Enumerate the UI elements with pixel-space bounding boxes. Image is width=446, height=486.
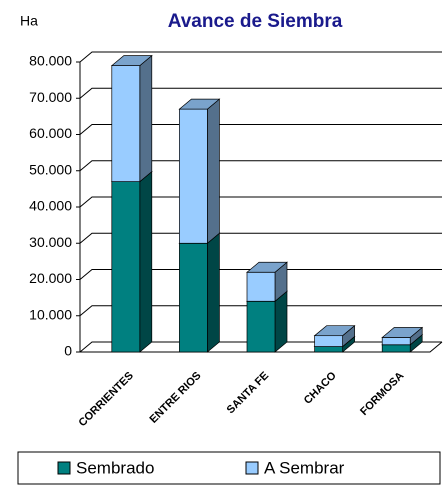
bar-top (178, 98, 221, 110)
bar-segment (110, 170, 153, 353)
bar-side (139, 170, 153, 353)
bar-top (110, 55, 153, 66)
y-tick-label: 80.000 (29, 53, 72, 69)
bar (111, 181, 141, 353)
bar (246, 271, 276, 302)
legend-label: A Sembrar (264, 458, 345, 477)
y-tick-label: 60.000 (29, 125, 72, 141)
bar (381, 337, 411, 346)
legend-swatch (57, 461, 71, 475)
grid-line (79, 160, 442, 172)
y-tick-label: 10.000 (29, 306, 72, 322)
bar (111, 65, 141, 182)
bar (246, 300, 276, 353)
y-tick-label: 30.000 (29, 234, 72, 250)
bar (314, 346, 343, 353)
y-tick-label: 70.000 (29, 89, 72, 105)
bar (381, 344, 411, 353)
grid-line (79, 124, 442, 135)
bar-segment (313, 324, 356, 348)
bar-segment (246, 261, 288, 302)
bar (314, 335, 343, 347)
grid-line (79, 87, 442, 99)
x-tick-label: ENTRE RIOS (148, 370, 204, 426)
bar-segment (246, 290, 288, 353)
y-tick-label: 20.000 (29, 270, 72, 286)
x-tick-label: CHACO (302, 369, 339, 406)
x-tick-label: CORRIENTES (76, 370, 135, 429)
bar-side (274, 290, 288, 353)
y-axis-label: Ha (20, 13, 38, 29)
legend-swatch (245, 461, 259, 475)
grid-line (79, 269, 442, 280)
bar-top (381, 327, 424, 338)
grid-line (79, 51, 442, 63)
x-tick-label: SANTA FE (225, 370, 272, 417)
y-tick-label: 40.000 (29, 198, 72, 214)
bar-segment (381, 326, 424, 346)
grid-line (79, 232, 442, 244)
bar-side (139, 54, 153, 183)
y-tick-label: 0 (64, 343, 72, 359)
bar (179, 242, 208, 353)
bar-segment (178, 232, 221, 353)
bar-segment (178, 98, 221, 244)
bar-side (207, 98, 220, 244)
grid-line (79, 196, 442, 208)
bar-side (207, 232, 220, 353)
legend-box (17, 451, 441, 485)
chart-title: Avance de Siembra (168, 11, 343, 32)
grid-line (79, 305, 442, 317)
bar (179, 108, 208, 244)
y-tick-label: 50.000 (29, 161, 72, 177)
bar-top (313, 325, 356, 337)
x-tick-label: FORMOSA (358, 370, 406, 418)
bar-top (246, 261, 288, 273)
bar-segment (110, 54, 153, 183)
legend-label: Sembrado (76, 458, 154, 477)
